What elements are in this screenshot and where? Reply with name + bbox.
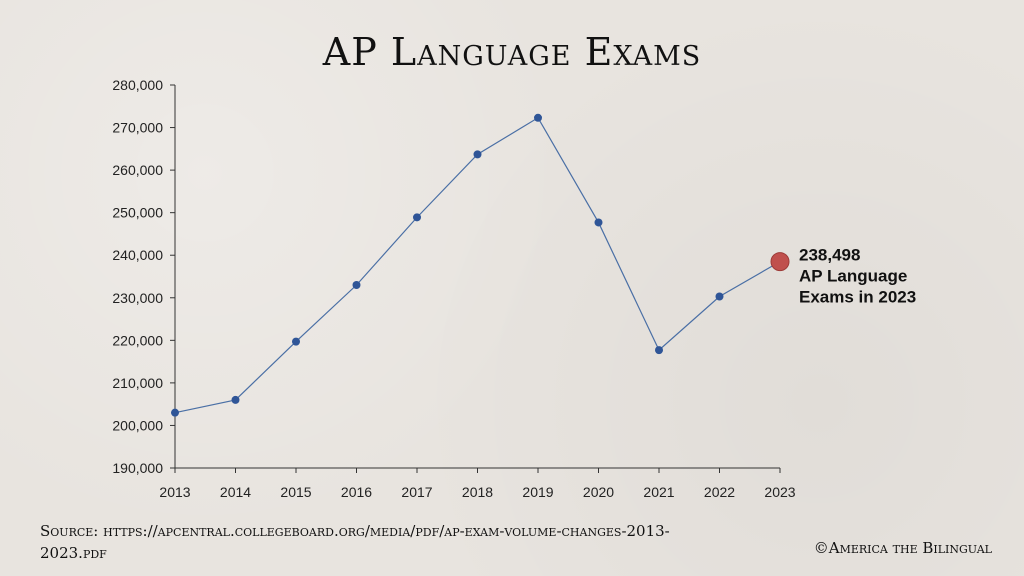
x-tick-label: 2023 (764, 484, 795, 500)
data-point (352, 281, 361, 290)
highlight-point (770, 252, 790, 272)
x-tick-label: 2019 (522, 484, 553, 500)
data-series (171, 113, 781, 417)
y-tick-label: 270,000 (112, 120, 163, 136)
data-point (231, 395, 240, 404)
annotation-line: Exams in 2023 (799, 288, 916, 307)
x-tick-label: 2021 (643, 484, 674, 500)
annotation-line: 238,498 (799, 246, 860, 265)
x-tick-label: 2022 (704, 484, 735, 500)
x-tick-label: 2018 (462, 484, 493, 500)
data-point (655, 346, 663, 355)
x-tick-label: 2013 (159, 484, 190, 500)
data-point (171, 408, 179, 417)
chart-axes (174, 85, 780, 469)
copyright-note: ©America the Bilingual (813, 539, 992, 557)
source-note: Source: https://apcentral.collegeboard.o… (40, 522, 670, 562)
data-point (413, 213, 421, 222)
annotation-line: AP Language (799, 267, 907, 286)
data-point (534, 113, 542, 122)
data-point (292, 337, 300, 346)
y-tick-label: 200,000 (112, 417, 163, 433)
data-point (715, 292, 724, 301)
x-tick-label: 2017 (401, 484, 432, 500)
data-point (473, 150, 482, 159)
y-tick-label: 260,000 (112, 162, 163, 178)
series-line (174, 116, 781, 414)
x-axis-ticks: 2013 2014 2015 2016 2017 2018 2019 2020 2021 2022… (159, 468, 796, 500)
y-tick-label: 240,000 (112, 247, 163, 263)
data-point (594, 218, 603, 227)
y-tick-label: 230,000 (112, 290, 163, 306)
y-tick-label: 220,000 (112, 332, 163, 348)
x-tick-label: 2016 (341, 484, 372, 500)
x-tick-label: 2020 (583, 484, 614, 500)
y-axis-ticks: 190,000 200,000 210,000 220,000 230,000 240,0… (112, 77, 175, 476)
y-tick-label: 250,000 (112, 205, 163, 221)
y-tick-label: 280,000 (112, 77, 163, 93)
chart-title: AP Language Exams (322, 30, 702, 74)
y-tick-label: 210,000 (112, 375, 163, 391)
x-tick-label: 2015 (280, 484, 311, 500)
annotation: 238,498 AP Language Exams in 2023 (770, 246, 916, 307)
x-tick-label: 2014 (220, 484, 251, 500)
y-tick-label: 190,000 (112, 460, 163, 476)
